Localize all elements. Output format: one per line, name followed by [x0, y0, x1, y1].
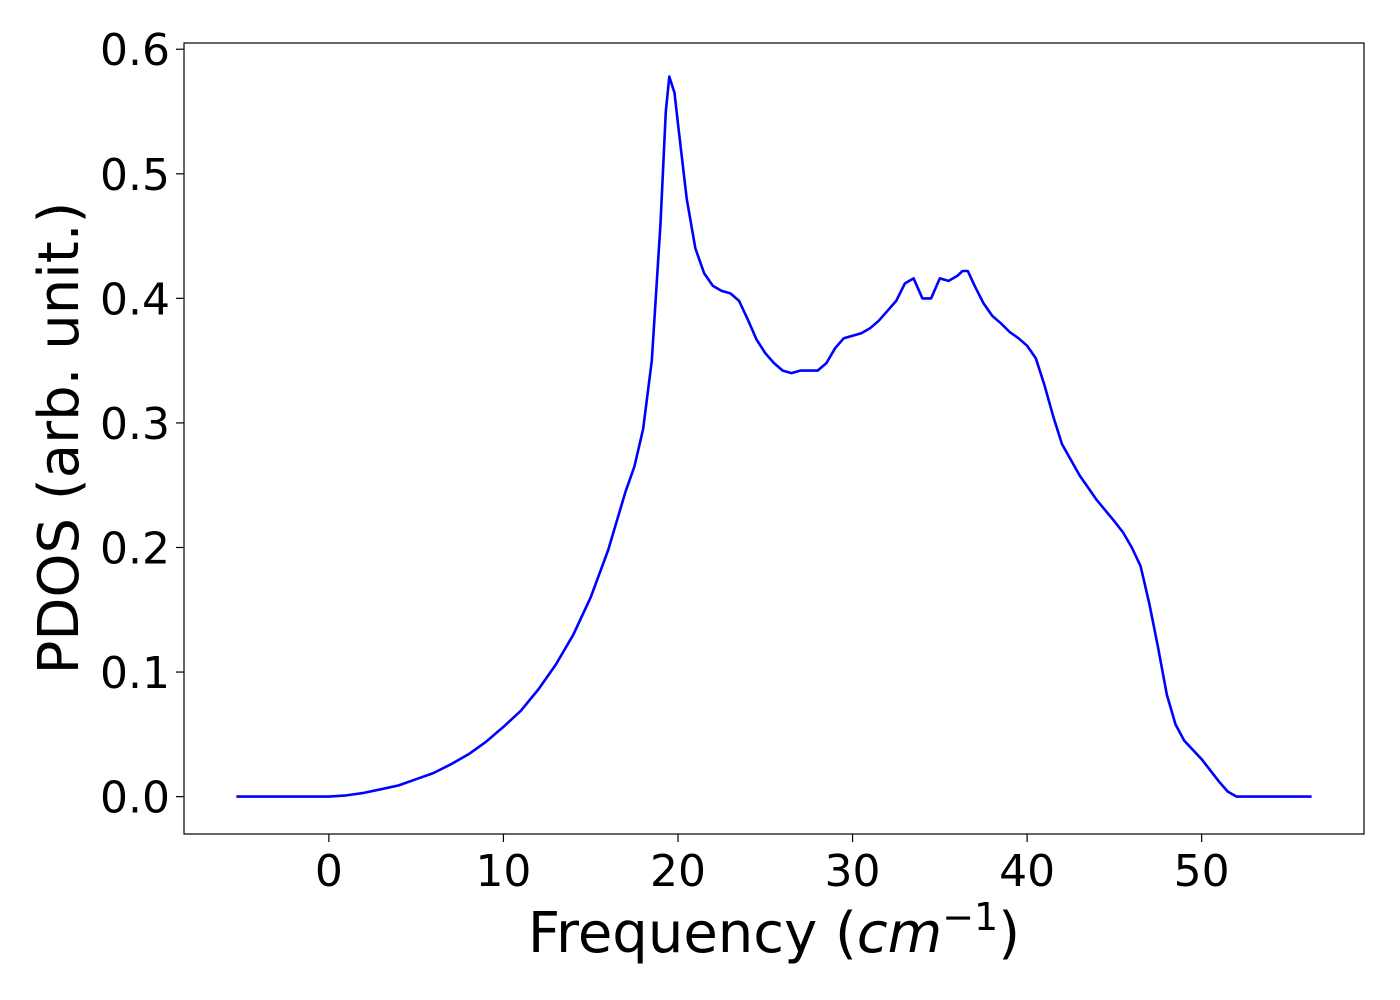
y-tick-label: 0.3 — [100, 399, 170, 450]
x-tick-label: 20 — [650, 846, 706, 897]
y-tick-label: 0.6 — [100, 25, 170, 76]
y-axis-label: PDOS (arb. unit.) — [27, 202, 92, 675]
x-axis-label: Frequency (cm−1) — [528, 895, 1020, 966]
plot-area — [236, 75, 1312, 798]
plot-frame — [183, 42, 1365, 835]
y-tick-label: 0.4 — [100, 274, 170, 325]
x-tick-label: 40 — [999, 846, 1055, 897]
x-tick-label: 0 — [315, 846, 343, 897]
x-tick-label: 50 — [1174, 846, 1230, 897]
y-tick-label: 0.2 — [100, 523, 170, 574]
axes: 0 10 20 30 40 50 0.0 0.1 0.2 0.3 0.4 0.5 0.6 — [100, 25, 1365, 897]
y-tick-label: 0.1 — [100, 648, 170, 699]
x-tick-label: 10 — [475, 846, 531, 897]
y-tick-label: 0.5 — [100, 150, 170, 201]
y-tick-label: 0.0 — [100, 773, 170, 824]
series-line-0 — [236, 75, 1312, 798]
x-tick-label: 30 — [825, 846, 881, 897]
